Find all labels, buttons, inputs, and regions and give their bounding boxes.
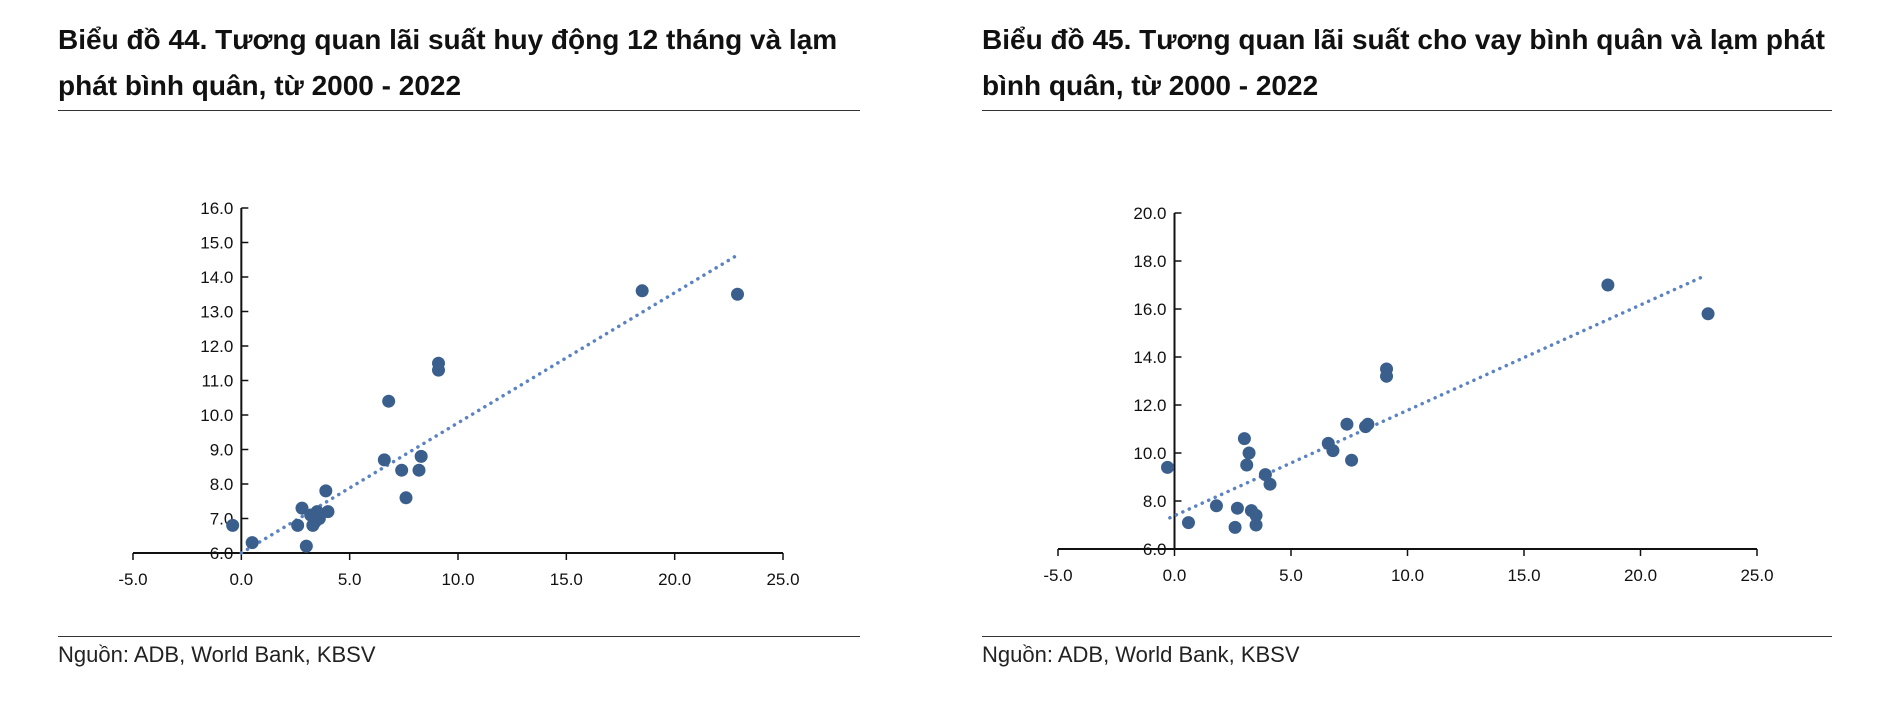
data-point xyxy=(1249,518,1263,532)
x-tick-label: 25.0 xyxy=(1740,566,1773,585)
x-tick-label: 5.0 xyxy=(338,570,362,589)
y-tick-label: 9.0 xyxy=(210,441,234,460)
data-point xyxy=(226,518,240,532)
x-tick-label: 15.0 xyxy=(550,570,583,589)
data-point xyxy=(312,512,326,525)
y-tick-label: 16.0 xyxy=(1133,300,1166,319)
chart-title: Biểu đồ 44. Tương quan lãi suất huy động… xyxy=(58,24,838,101)
data-point xyxy=(1228,520,1242,534)
x-tick-label: 20.0 xyxy=(658,570,691,589)
y-tick-label: 6.0 xyxy=(210,544,234,563)
data-point xyxy=(1345,453,1359,467)
source-note: Nguồn: ADB, World Bank, KBSV xyxy=(982,642,1300,667)
x-tick-label: 0.0 xyxy=(230,570,254,589)
scatter-chart-45: -5.0 0.0 5.0 10.0 15.0 20.0 25.0 6.0 8.0 10.0 12.0… xyxy=(1043,204,1773,585)
data-point xyxy=(395,463,409,477)
y-tick-label: 8.0 xyxy=(210,475,234,494)
data-point xyxy=(1209,499,1223,513)
data-point xyxy=(291,518,305,532)
data-point xyxy=(414,449,428,463)
data-point xyxy=(399,491,413,505)
data-point xyxy=(432,363,445,377)
y-tick-label: 13.0 xyxy=(200,303,233,322)
data-point xyxy=(1263,477,1277,491)
data-point xyxy=(382,394,396,408)
y-tick-label: 14.0 xyxy=(1133,348,1166,367)
x-tick-label: 5.0 xyxy=(1279,566,1303,585)
data-point xyxy=(1340,417,1354,431)
x-tick-label: 20.0 xyxy=(1624,566,1657,585)
data-point xyxy=(1249,508,1263,522)
data-point xyxy=(1242,446,1256,460)
data-point xyxy=(377,453,391,467)
x-tick-label: 0.0 xyxy=(1163,566,1187,585)
x-tick-label: -5.0 xyxy=(1043,566,1072,585)
data-point xyxy=(1701,307,1715,321)
y-tick-label: 14.0 xyxy=(200,268,233,287)
scatter-chart-44: -5.0 0.0 5.0 10.0 15.0 20.0 25.06.07.08.09.010… xyxy=(118,199,799,589)
y-tick-label: 12.0 xyxy=(200,337,233,356)
x-tick-label: -5.0 xyxy=(118,570,147,589)
trendline xyxy=(1168,273,1708,520)
source-note: Nguồn: ADB, World Bank, KBSV xyxy=(58,642,376,667)
chart-title: Biểu đồ 45. Tương quan lãi suất cho vay … xyxy=(982,24,1825,101)
data-point xyxy=(635,284,649,298)
y-tick-label: 18.0 xyxy=(1133,252,1166,271)
data-point xyxy=(1361,417,1375,431)
data-point xyxy=(1380,369,1394,383)
y-tick-label: 12.0 xyxy=(1133,396,1166,415)
data-point xyxy=(731,287,744,301)
x-tick-label: 10.0 xyxy=(441,570,474,589)
y-tick-label: 8.0 xyxy=(1143,492,1167,511)
data-point xyxy=(299,539,313,553)
y-tick-label: 20.0 xyxy=(1133,204,1166,223)
y-tick-label: 10.0 xyxy=(1133,444,1166,463)
y-tick-label: 10.0 xyxy=(200,406,233,425)
data-point xyxy=(1230,501,1244,515)
data-point xyxy=(1161,460,1175,474)
x-tick-label: 25.0 xyxy=(766,570,799,589)
y-tick-label: 16.0 xyxy=(200,199,233,218)
y-tick-label: 15.0 xyxy=(200,234,233,253)
data-point xyxy=(319,484,333,498)
y-tick-label: 11.0 xyxy=(202,372,234,391)
title-divider xyxy=(58,110,860,111)
data-point xyxy=(321,505,335,519)
source-divider xyxy=(982,636,1832,637)
data-point xyxy=(1240,458,1254,472)
data-point xyxy=(295,501,309,515)
data-point xyxy=(1258,468,1272,482)
y-tick-label: 6.0 xyxy=(1143,540,1167,559)
data-point xyxy=(1181,516,1195,530)
x-tick-label: 15.0 xyxy=(1507,566,1540,585)
data-point xyxy=(245,536,259,550)
data-point xyxy=(412,463,426,477)
x-tick-label: 10.0 xyxy=(1391,566,1424,585)
data-point xyxy=(1237,432,1251,446)
data-point xyxy=(1326,444,1340,458)
data-point xyxy=(1601,278,1615,292)
title-divider xyxy=(982,110,1832,111)
source-divider xyxy=(58,636,860,637)
